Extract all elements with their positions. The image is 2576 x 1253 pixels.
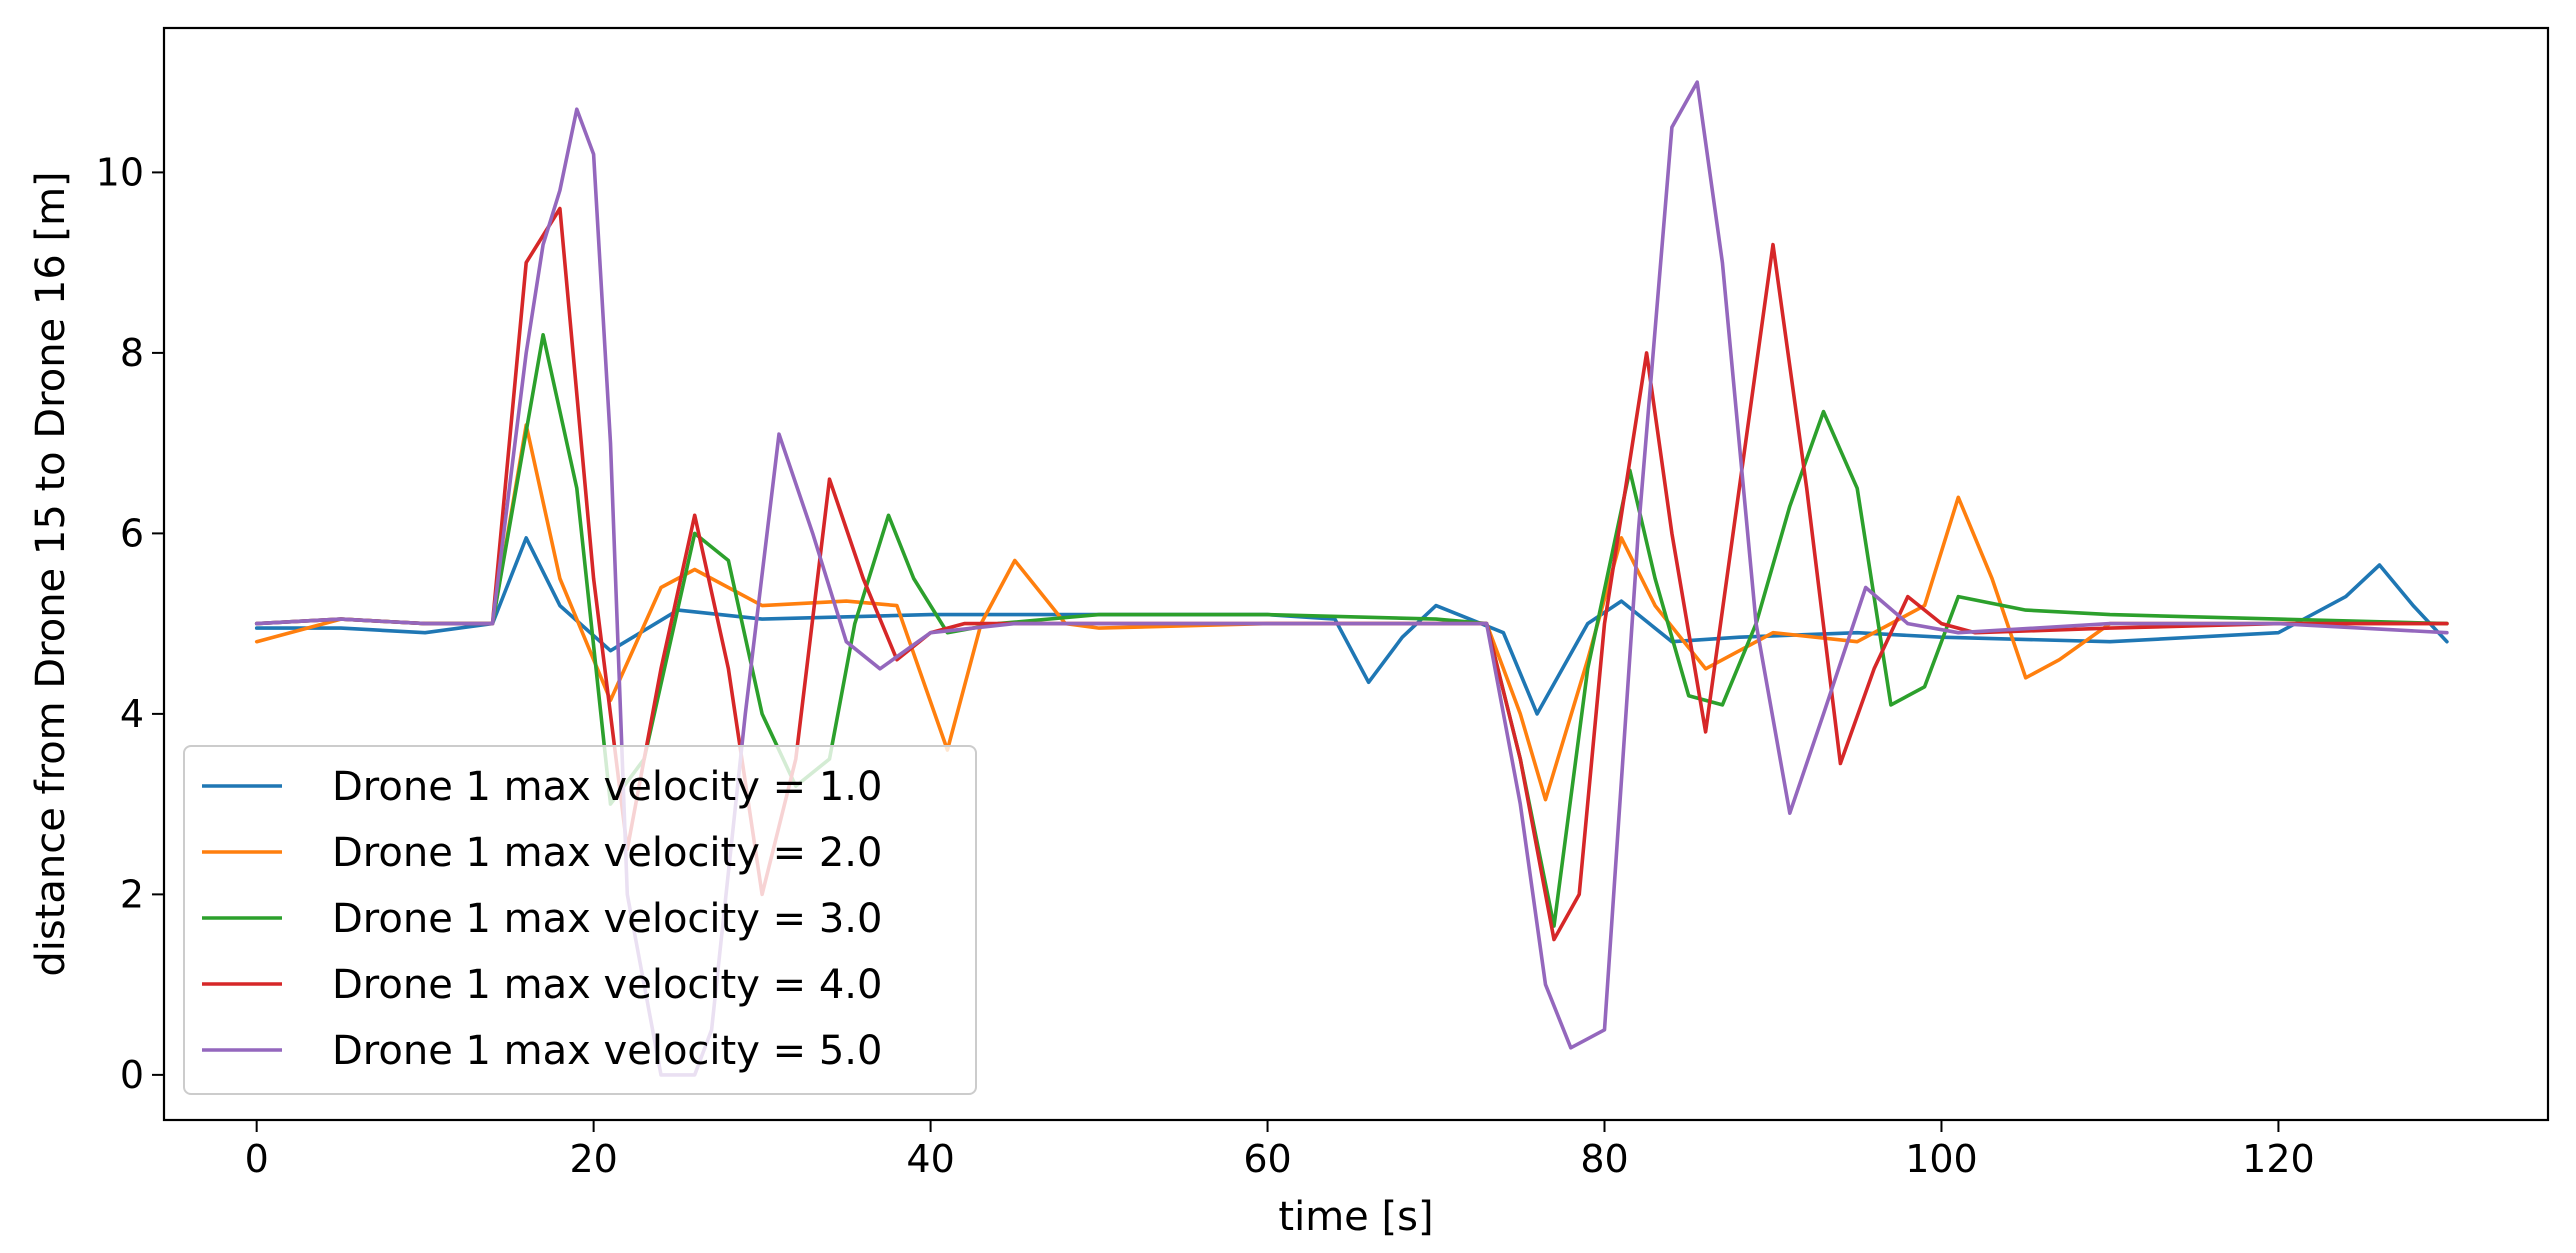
x-tick-label: 80 bbox=[1580, 1137, 1628, 1181]
legend: Drone 1 max velocity = 1.0 Drone 1 max ve… bbox=[183, 745, 977, 1095]
x-tick-label: 100 bbox=[1905, 1137, 1978, 1181]
y-tick-label: 2 bbox=[120, 872, 144, 916]
legend-label-3: Drone 1 max velocity = 3.0 bbox=[332, 896, 882, 942]
legend-label-2: Drone 1 max velocity = 2.0 bbox=[332, 830, 882, 876]
x-tick-label: 0 bbox=[245, 1137, 269, 1181]
plot-frame bbox=[162, 26, 2550, 1122]
y-axis: 0 2 4 6 8 10 bbox=[96, 150, 164, 1097]
y-tick-label: 4 bbox=[120, 692, 144, 736]
x-tick-label: 40 bbox=[906, 1137, 954, 1181]
series-line-5 bbox=[254, 80, 2449, 1077]
x-axis-label: time [s] bbox=[1278, 1194, 1433, 1240]
legend-label-1: Drone 1 max velocity = 1.0 bbox=[332, 764, 882, 810]
y-tick-label: 0 bbox=[120, 1053, 144, 1097]
x-axis: 0 20 40 60 80 100 120 bbox=[245, 1120, 2315, 1181]
y-tick-label: 6 bbox=[120, 511, 144, 555]
series-line-1 bbox=[254, 536, 2449, 716]
x-tick-label: 120 bbox=[2242, 1137, 2315, 1181]
y-tick-label: 10 bbox=[96, 150, 144, 194]
x-tick-label: 20 bbox=[569, 1137, 617, 1181]
legend-box bbox=[183, 745, 977, 1095]
legend-label-5: Drone 1 max velocity = 5.0 bbox=[332, 1028, 882, 1074]
x-tick-label: 60 bbox=[1243, 1137, 1291, 1181]
y-axis-label: distance from Drone 15 to Drone 16 [m] bbox=[28, 171, 74, 976]
y-tick-label: 8 bbox=[120, 331, 144, 375]
legend-label-4: Drone 1 max velocity = 4.0 bbox=[332, 962, 882, 1008]
